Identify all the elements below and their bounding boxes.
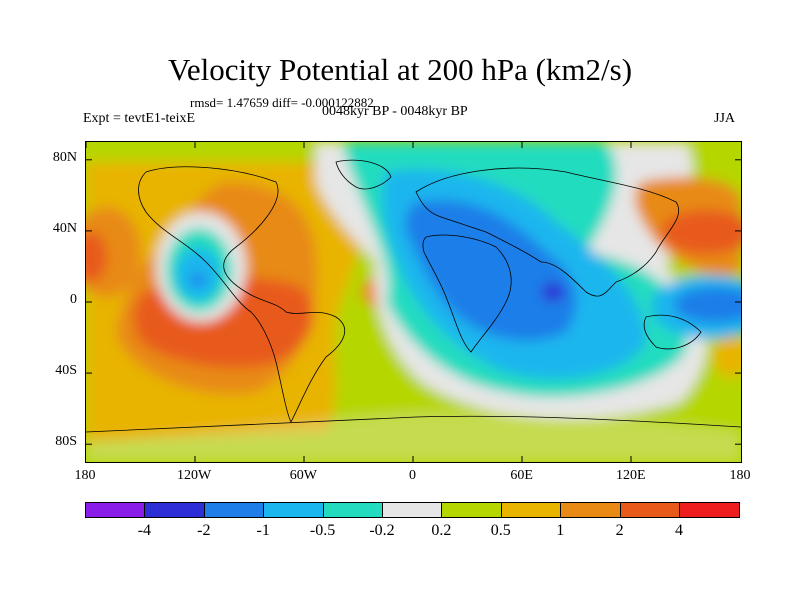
colorbar-swatch xyxy=(204,503,265,517)
lon-tick-label: 60E xyxy=(510,468,533,483)
lat-tick-label: 0 xyxy=(70,292,77,307)
colorbar-swatch xyxy=(679,503,740,517)
rmsd-diff-stats: rmsd= 1.47659 diff= -0.000122882 xyxy=(190,95,374,110)
colorbar-label: -2 xyxy=(197,522,211,539)
colorbar-label: 0.2 xyxy=(431,522,452,539)
colorbar-label: 0.5 xyxy=(490,522,511,539)
lat-tick-label: 40S xyxy=(55,363,77,379)
colorbar-label: -4 xyxy=(137,522,152,539)
lon-tick-label: 0 xyxy=(409,468,416,483)
lat-tick-label: 80N xyxy=(52,149,77,165)
lon-tick-label: 180 xyxy=(74,468,96,483)
colorbar-label: 4 xyxy=(675,522,683,539)
colorbar-swatch xyxy=(561,503,621,517)
lon-tick-label: 120W xyxy=(177,468,212,483)
colorbar-swatch xyxy=(323,503,383,517)
lon-tick-label: 60W xyxy=(289,468,317,483)
colorbar-label: -0.5 xyxy=(309,522,336,539)
velocity-potential-map xyxy=(86,142,741,462)
season-label: JJA xyxy=(714,111,736,126)
period-label: 0048kyr BP - 0048kyr BP xyxy=(322,104,468,119)
colorbar-label: -1 xyxy=(256,522,270,539)
colorbar-swatch xyxy=(442,503,502,517)
coastlines xyxy=(86,159,741,433)
colorbar-swatch xyxy=(264,503,324,517)
lat-tick-label: 80S xyxy=(55,434,77,450)
colorbar-swatch xyxy=(501,503,562,517)
colorbar-swatch xyxy=(145,503,205,517)
colorbar-swatch xyxy=(382,503,443,517)
colorbar-label: 2 xyxy=(615,522,624,539)
map-panel xyxy=(85,141,742,463)
lon-tick-label: 180 xyxy=(729,468,751,483)
plot-title: Velocity Potential at 200 hPa (km2/s) xyxy=(167,52,633,87)
experiment-label: Expt = tevtE1-teixE xyxy=(83,111,196,126)
lat-tick-label: 40N xyxy=(52,220,77,236)
colorbar-label: -0.2 xyxy=(369,522,395,539)
colorbar-swatch xyxy=(620,503,680,517)
colorbar xyxy=(85,502,741,518)
lon-tick-label: 120E xyxy=(616,468,646,483)
colorbar-swatch xyxy=(86,503,146,517)
colorbar-label: 1 xyxy=(556,522,565,539)
axis-ticks xyxy=(86,142,741,462)
